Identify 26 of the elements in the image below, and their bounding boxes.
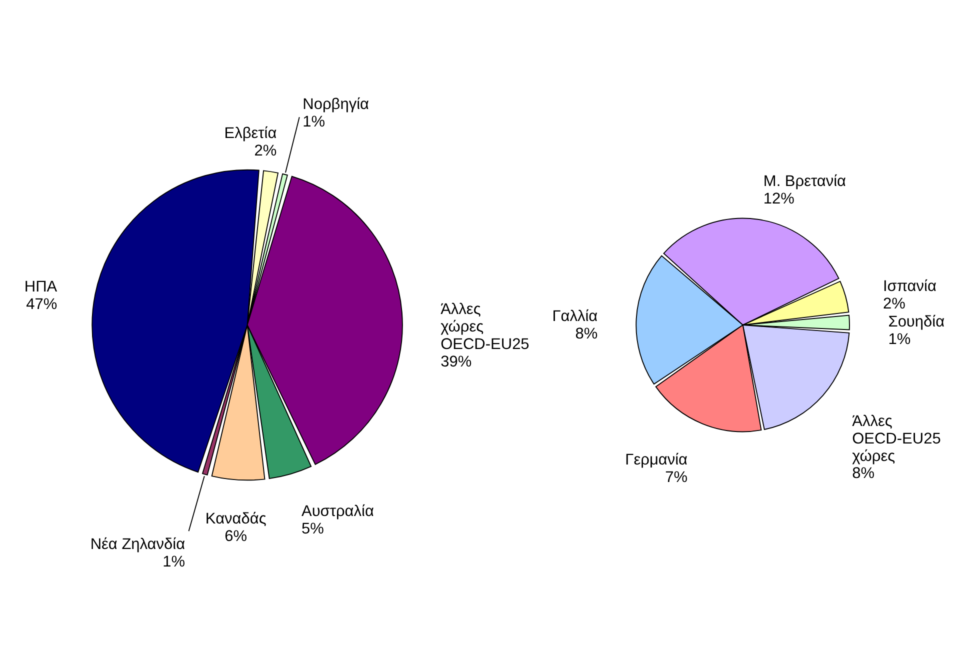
data-label: 8%	[575, 326, 598, 343]
slice-label: Μ. Βρετανία	[763, 172, 846, 190]
data-label: 2%	[882, 295, 906, 312]
slice-label: Γερμανία	[625, 451, 688, 468]
slice-label: Ισπανία	[882, 278, 936, 295]
slice-label: Καναδάς	[205, 510, 266, 528]
slice-label: ΗΠΑ	[24, 278, 58, 296]
data-label: 7%	[665, 468, 688, 486]
data-label: 2%	[254, 142, 277, 160]
slice-label: Άλλες OECD-EU25 χώρες	[852, 412, 941, 465]
data-label: 39%	[440, 354, 472, 371]
data-label: 8%	[852, 465, 875, 482]
data-label: 12%	[763, 190, 795, 208]
slice-label: Σουηδία	[888, 313, 945, 330]
data-label: 1%	[162, 554, 186, 571]
slice-label: Νέα Ζηλανδία	[90, 536, 186, 554]
data-label: 47%	[26, 296, 58, 313]
data-label: 1%	[888, 330, 911, 348]
data-label: 6%	[224, 528, 248, 545]
slice-label: Αυστραλία	[301, 503, 374, 520]
slice-label: Γαλλία	[552, 308, 598, 326]
data-label: 1%	[302, 113, 326, 130]
slice-label: Άλλες χώρες OECD-EU25	[440, 301, 530, 354]
slice-label: Νορβηγία	[302, 96, 370, 113]
data-label: 5%	[301, 520, 324, 538]
slice-label: Ελβετία	[224, 125, 277, 142]
